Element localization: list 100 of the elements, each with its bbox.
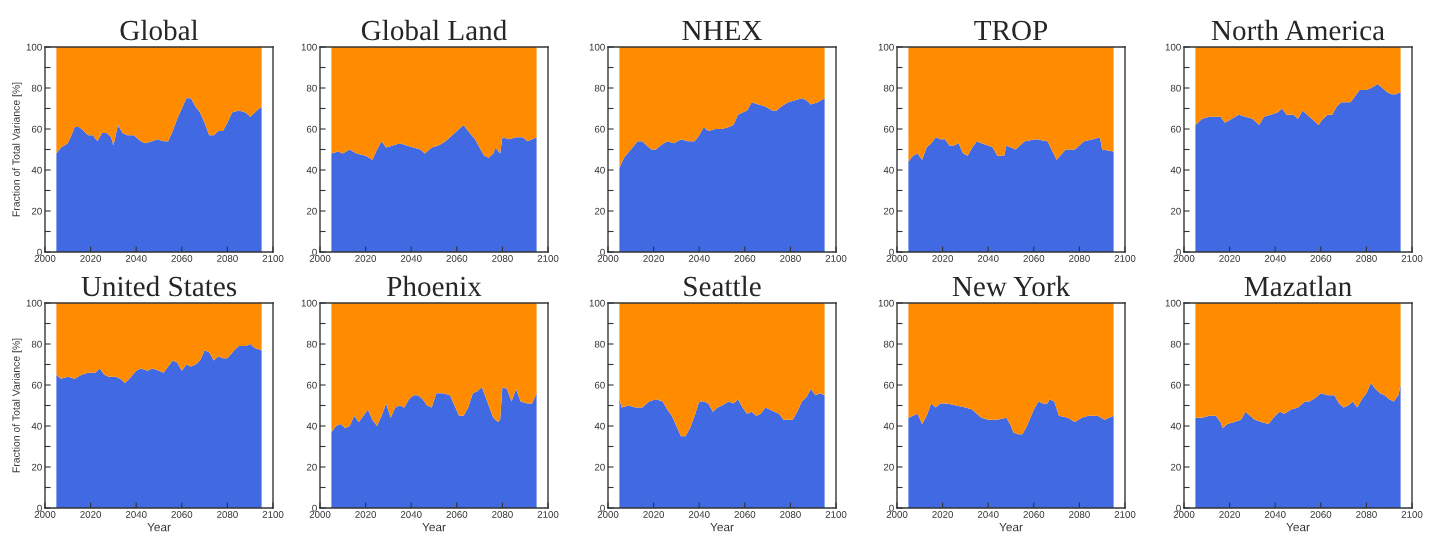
y-tick-label: 100 — [26, 43, 42, 51]
y-tick-label: 0 — [37, 504, 42, 512]
x-tick-label: 2000 — [1173, 255, 1195, 262]
chart-title: Global — [120, 19, 199, 41]
x-tick-label: 2040 — [1264, 511, 1286, 518]
y-tick-label: 80 — [883, 84, 894, 92]
x-tick-label: 2100 — [262, 255, 284, 262]
x-axis-title: Year — [999, 523, 1023, 532]
x-tick-label: 2100 — [825, 255, 847, 262]
x-tick-label: 2100 — [537, 255, 559, 262]
y-tick-label: 40 — [31, 422, 42, 430]
x-tick-label: 2040 — [125, 511, 147, 518]
y-tick-label: 40 — [306, 422, 317, 430]
x-tick-label: 2000 — [309, 511, 331, 518]
y-tick-label: 60 — [883, 381, 894, 389]
x-tick-label: 2000 — [886, 255, 908, 262]
y-tick-label: 20 — [31, 207, 42, 215]
x-tick-label: 2060 — [1023, 255, 1045, 262]
y-tick-label: 40 — [594, 422, 605, 430]
x-tick-label: 2020 — [1219, 511, 1241, 518]
x-tick-label: 2080 — [217, 511, 238, 518]
x-tick-label: 2080 — [1356, 255, 1377, 262]
chart-title: Phoenix — [387, 275, 482, 297]
y-tick-label: 100 — [26, 299, 42, 307]
y-tick-label: 0 — [600, 504, 605, 512]
x-tick-label: 2080 — [492, 255, 513, 262]
y-tick-label: 0 — [312, 504, 317, 512]
x-tick-label: 2020 — [355, 511, 377, 518]
x-tick-label: 2020 — [643, 255, 665, 262]
x-tick-label: 2000 — [34, 255, 56, 262]
y-tick-label: 40 — [883, 422, 894, 430]
y-tick-label: 60 — [306, 381, 317, 389]
y-tick-label: 20 — [31, 463, 42, 471]
x-tick-label: 2040 — [688, 511, 710, 518]
x-tick-label: 2100 — [1401, 511, 1423, 518]
y-tick-label: 40 — [1170, 166, 1181, 174]
y-tick-label: 80 — [31, 84, 42, 92]
x-tick-label: 2080 — [1356, 511, 1377, 518]
chart-title: North America — [1211, 19, 1385, 41]
x-tick-label: 2100 — [1401, 255, 1423, 262]
x-tick-label: 2040 — [977, 255, 999, 262]
x-tick-label: 2040 — [977, 511, 999, 518]
y-tick-label: 60 — [31, 381, 42, 389]
x-tick-label: 2060 — [734, 511, 756, 518]
x-tick-label: 2060 — [734, 255, 756, 262]
x-tick-label: 2020 — [355, 255, 377, 262]
x-axis-title: Year — [147, 523, 171, 532]
y-tick-label: 20 — [1170, 463, 1181, 471]
y-tick-label: 60 — [883, 125, 894, 133]
chart-title: TROP — [974, 20, 1048, 41]
y-axis-title: Fraction of Total Variance [%] — [12, 82, 22, 217]
x-axis-title: Year — [1286, 523, 1310, 532]
y-tick-label: 100 — [589, 43, 605, 51]
x-tick-label: 2020 — [932, 511, 954, 518]
x-tick-label: 2020 — [1219, 255, 1241, 262]
y-tick-label: 100 — [589, 299, 605, 307]
y-tick-label: 20 — [594, 207, 605, 215]
y-axis-title: Fraction of Total Variance [%] — [12, 338, 22, 473]
y-tick-label: 20 — [1170, 207, 1181, 215]
y-tick-label: 80 — [306, 84, 317, 92]
x-tick-label: 2000 — [886, 511, 908, 518]
chart-title: New York — [952, 275, 1071, 297]
y-tick-label: 60 — [594, 381, 605, 389]
y-tick-label: 0 — [1176, 504, 1181, 512]
y-tick-label: 20 — [883, 463, 894, 471]
x-tick-label: 2060 — [171, 511, 193, 518]
y-tick-label: 40 — [883, 166, 894, 174]
x-tick-label: 2100 — [1114, 255, 1136, 262]
y-tick-label: 20 — [306, 207, 317, 215]
x-tick-label: 2080 — [1069, 255, 1090, 262]
y-tick-label: 60 — [594, 125, 605, 133]
x-tick-label: 2000 — [1173, 511, 1195, 518]
x-tick-label: 2060 — [446, 511, 468, 518]
y-tick-label: 80 — [594, 340, 605, 348]
y-tick-label: 0 — [312, 248, 317, 256]
y-tick-label: 0 — [600, 248, 605, 256]
x-tick-label: 2080 — [780, 511, 801, 518]
y-tick-label: 40 — [31, 166, 42, 174]
x-tick-label: 2060 — [1310, 511, 1332, 518]
y-tick-label: 100 — [1165, 299, 1181, 307]
y-tick-label: 60 — [1170, 381, 1181, 389]
chart-title: Seattle — [684, 275, 761, 297]
y-tick-label: 20 — [306, 463, 317, 471]
x-tick-label: 2040 — [1264, 255, 1286, 262]
x-axis-title: Year — [710, 523, 734, 532]
y-tick-label: 60 — [306, 125, 317, 133]
x-tick-label: 2020 — [643, 511, 665, 518]
y-tick-label: 40 — [1170, 422, 1181, 430]
x-tick-label: 2100 — [537, 511, 559, 518]
x-axis-title: Year — [422, 523, 446, 532]
x-tick-label: 2060 — [1310, 255, 1332, 262]
y-tick-label: 80 — [1170, 340, 1181, 348]
x-tick-label: 2000 — [597, 511, 619, 518]
y-tick-label: 80 — [31, 340, 42, 348]
chart-title: United States — [81, 275, 237, 297]
x-tick-label: 2100 — [1114, 511, 1136, 518]
y-tick-label: 100 — [301, 299, 317, 307]
x-tick-label: 2020 — [80, 511, 102, 518]
x-tick-label: 2040 — [125, 255, 147, 262]
x-tick-label: 2060 — [1023, 511, 1045, 518]
